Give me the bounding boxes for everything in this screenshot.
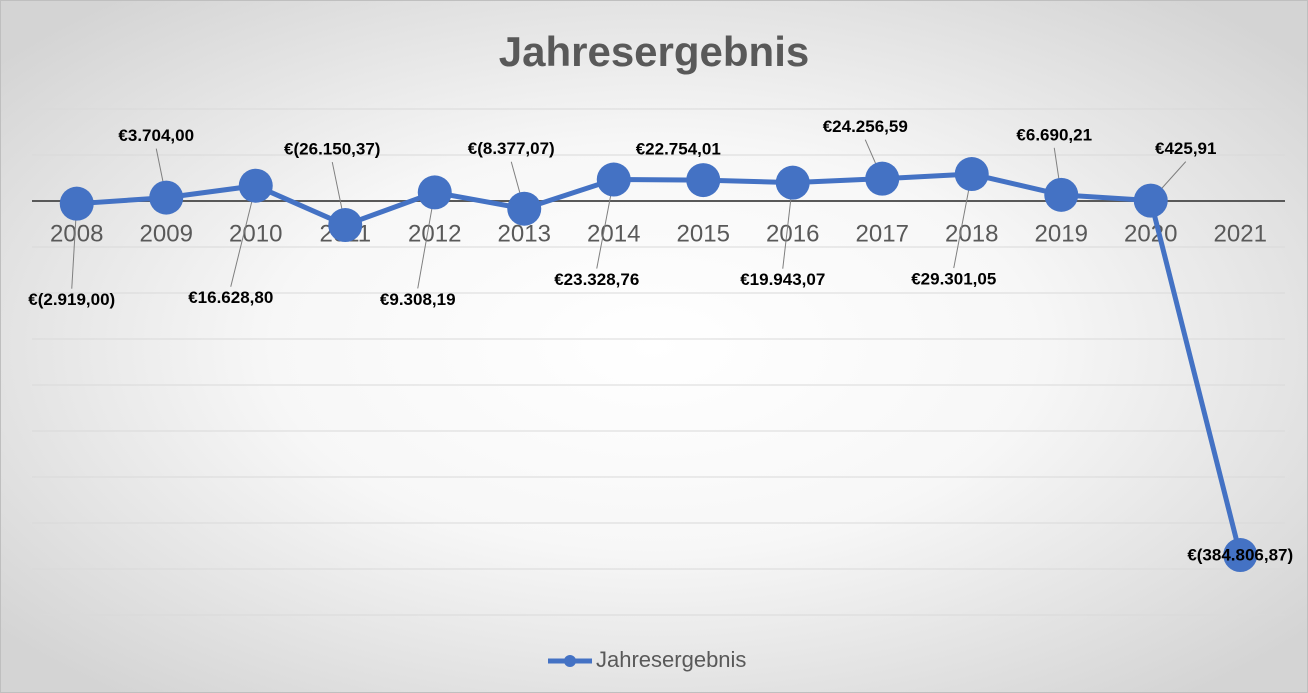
x-tick-label: 2018	[945, 220, 998, 247]
x-tick-label: 2021	[1214, 220, 1267, 247]
data-label: €6.690,21	[1016, 125, 1092, 144]
data-point	[775, 165, 810, 200]
data-point	[865, 161, 900, 196]
x-tick-label: 2014	[587, 220, 640, 247]
x-tick-label: 2020	[1124, 220, 1177, 247]
data-point	[417, 175, 452, 210]
data-label: €29.301,05	[911, 270, 996, 289]
data-label: €(2.919,00)	[28, 290, 115, 309]
x-tick-label: 2017	[856, 220, 909, 247]
x-tick-label: 2015	[677, 220, 730, 247]
data-label: €(26.150,37)	[284, 140, 380, 159]
leader-line	[230, 185, 257, 287]
x-tick-label: 2016	[766, 220, 819, 247]
chart-title: Jahresergebnis	[499, 28, 810, 75]
data-point	[1044, 177, 1079, 212]
data-point	[59, 186, 94, 221]
data-point	[1223, 538, 1258, 573]
x-tick-label: 2010	[229, 220, 282, 247]
data-label: €22.754,01	[636, 140, 721, 159]
data-label: €9.308,19	[380, 290, 456, 309]
x-tick-label: 2019	[1035, 220, 1088, 247]
data-point	[686, 163, 721, 198]
data-label: €425,91	[1155, 139, 1216, 158]
data-label: €(384.806,87)	[1187, 546, 1293, 565]
x-tick-label: 2008	[50, 220, 103, 247]
data-point	[596, 162, 631, 197]
data-point	[238, 168, 273, 203]
data-label: €3.704,00	[118, 126, 194, 145]
data-point	[954, 157, 989, 192]
data-label: €19.943,07	[740, 270, 825, 289]
data-point	[1133, 183, 1168, 218]
data-label: €23.328,76	[554, 270, 639, 289]
data-label: €24.256,59	[823, 117, 908, 136]
data-point	[149, 180, 184, 215]
data-label: €16.628,80	[188, 288, 273, 307]
x-tick-label: 2009	[140, 220, 193, 247]
legend-label: Jahresergebnis	[596, 647, 746, 672]
data-label: €(8.377,07)	[468, 139, 555, 158]
legend-marker	[564, 655, 576, 667]
data-point	[507, 191, 542, 226]
x-tick-label: 2012	[408, 220, 461, 247]
data-point	[328, 208, 363, 243]
